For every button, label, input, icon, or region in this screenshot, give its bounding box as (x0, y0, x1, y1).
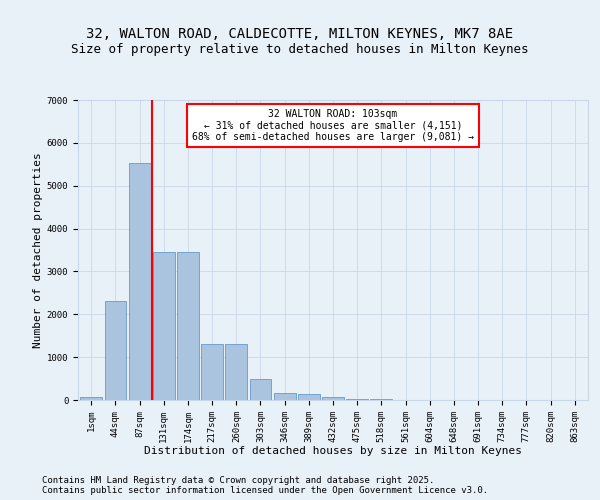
Text: 32 WALTON ROAD: 103sqm
← 31% of detached houses are smaller (4,151)
68% of semi-: 32 WALTON ROAD: 103sqm ← 31% of detached… (192, 109, 474, 142)
Bar (177, 252, 199, 400)
Bar (298, 394, 320, 400)
Bar (80, 397, 102, 400)
Y-axis label: Number of detached properties: Number of detached properties (32, 152, 43, 348)
Text: 32, WALTON ROAD, CALDECOTTE, MILTON KEYNES, MK7 8AE: 32, WALTON ROAD, CALDECOTTE, MILTON KEYN… (86, 28, 514, 42)
Bar (322, 397, 344, 400)
Bar (250, 380, 271, 400)
X-axis label: Distribution of detached houses by size in Milton Keynes: Distribution of detached houses by size … (144, 446, 522, 456)
Bar (274, 394, 296, 400)
Bar (201, 344, 223, 400)
Bar (226, 344, 247, 400)
Bar (104, 302, 127, 400)
Bar (129, 164, 151, 400)
Bar (346, 398, 368, 400)
Bar (153, 252, 175, 400)
Text: Contains HM Land Registry data © Crown copyright and database right 2025.
Contai: Contains HM Land Registry data © Crown c… (42, 476, 488, 495)
Text: Size of property relative to detached houses in Milton Keynes: Size of property relative to detached ho… (71, 42, 529, 56)
